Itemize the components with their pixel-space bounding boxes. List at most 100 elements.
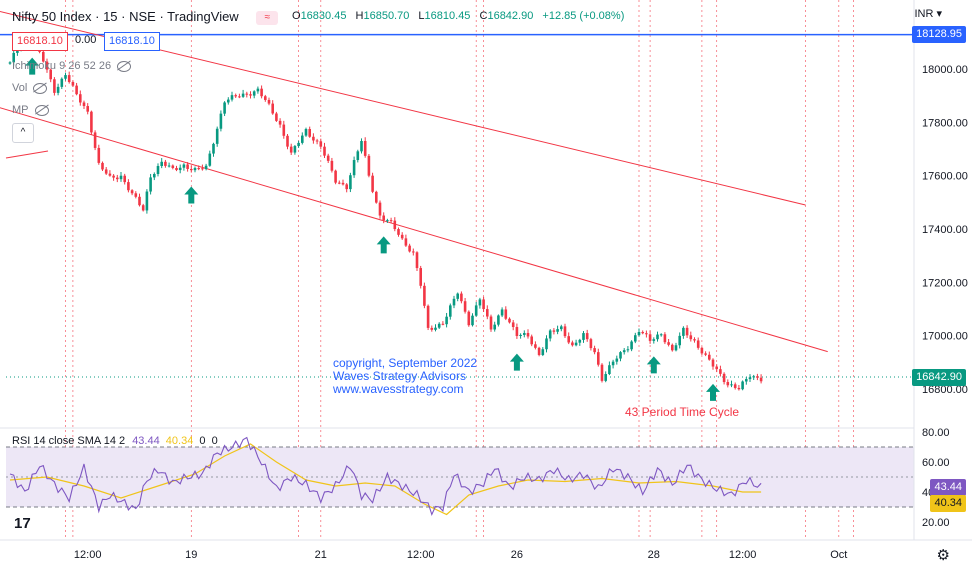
- candle-body: [197, 168, 200, 170]
- candle-body: [412, 251, 415, 253]
- candle-body: [86, 106, 89, 112]
- candle-body: [112, 175, 115, 178]
- candle-body: [116, 177, 119, 180]
- candle-body: [486, 309, 489, 317]
- candle-body: [193, 168, 197, 171]
- candle-body: [241, 93, 245, 97]
- candle-body: [219, 113, 223, 129]
- candle-body: [245, 93, 249, 95]
- candle-body: [82, 102, 86, 107]
- candle-body: [552, 330, 556, 332]
- candle-body: [719, 369, 722, 374]
- candle-body: [71, 82, 75, 86]
- candle-body: [511, 322, 515, 328]
- candle-body: [286, 135, 289, 147]
- company-text: Waves Strategy Advisors: [333, 369, 466, 383]
- vol-indicator[interactable]: Vol: [12, 82, 48, 94]
- candle-body: [441, 323, 445, 325]
- candle-body: [323, 146, 326, 156]
- hide-eye-icon[interactable]: [34, 104, 49, 116]
- candle-body: [537, 347, 541, 355]
- candle-body: [404, 238, 408, 246]
- ohlc-readout: O16830.45 H16850.70 L16810.45 C16842.90 …: [292, 10, 625, 22]
- currency-label[interactable]: INR ▾: [914, 8, 942, 20]
- candle-body: [752, 376, 755, 378]
- collapse-indicators-button[interactable]: ^: [12, 123, 34, 143]
- symbol-name[interactable]: Nifty 50 Index: [12, 9, 92, 24]
- cycle-arrow: [706, 383, 720, 401]
- time-tick-label: Oct: [830, 549, 847, 561]
- candle-body: [134, 193, 138, 197]
- candle-body: [493, 324, 496, 330]
- price-tick-label: 17200.00: [922, 277, 968, 289]
- candle-body: [138, 196, 141, 206]
- candle-body: [223, 102, 226, 114]
- candle-body: [437, 323, 441, 328]
- candle-body: [523, 333, 526, 335]
- market-status-icon[interactable]: ≈: [256, 10, 279, 25]
- candle-body: [330, 160, 334, 171]
- hide-eye-icon[interactable]: [33, 82, 48, 94]
- candle-body: [60, 78, 64, 87]
- rsi-legend[interactable]: RSI 14 close SMA 14 2 43.44 40.34 0 0: [12, 435, 218, 447]
- candle-body: [160, 161, 163, 167]
- candle-body: [471, 315, 474, 326]
- candle-body: [234, 95, 237, 97]
- hide-eye-icon[interactable]: [117, 60, 132, 72]
- candle-body: [759, 377, 763, 382]
- candle-body: [408, 245, 411, 252]
- price-tick-label: 18000.00: [922, 64, 968, 76]
- candle-body: [371, 175, 374, 192]
- candle-body: [252, 91, 256, 96]
- cycle-arrow: [509, 353, 524, 371]
- candle-body: [571, 342, 574, 346]
- buy-price-button[interactable]: 16818.10: [104, 32, 160, 51]
- candle-body: [334, 170, 337, 183]
- ichimoku-indicator[interactable]: Ichimoku 9 26 52 26: [12, 60, 132, 72]
- last-price-tag: 16842.90: [912, 369, 966, 386]
- chart-title: Nifty 50 Index · 15 · NSE · TradingView …: [12, 9, 279, 25]
- price-tick-label: 17000.00: [922, 331, 968, 343]
- candle-body: [741, 381, 744, 390]
- gear-icon[interactable]: ⚙: [936, 547, 950, 564]
- candle-body: [545, 338, 548, 350]
- sell-price-button[interactable]: 16818.10: [12, 32, 68, 51]
- candle-body: [615, 358, 619, 362]
- candle-body: [164, 161, 167, 166]
- mp-indicator[interactable]: MP: [12, 104, 49, 116]
- interval[interactable]: 15: [103, 9, 118, 24]
- candle-body: [338, 182, 341, 184]
- candle-body: [608, 365, 611, 375]
- rsi-tick-label: 20.00: [922, 517, 950, 529]
- candle-body: [386, 220, 389, 222]
- source: TradingView: [167, 9, 239, 24]
- candle-body: [282, 124, 286, 136]
- candle-body: [456, 293, 459, 299]
- candle-body: [430, 327, 434, 330]
- candle-body: [397, 229, 400, 235]
- candle-body: [593, 348, 596, 353]
- candle-body: [45, 61, 49, 70]
- tradingview-logo[interactable]: 17: [14, 515, 31, 532]
- candle-body: [215, 128, 219, 144]
- candle-body: [238, 96, 241, 98]
- candle-body: [460, 293, 463, 302]
- chevron-down-icon: ▾: [936, 8, 942, 20]
- candle-body: [582, 333, 585, 340]
- candle-body: [278, 120, 282, 125]
- candle-body: [415, 252, 419, 269]
- candle-body: [104, 169, 108, 174]
- candle-body: [737, 387, 741, 390]
- candle-body: [64, 75, 67, 79]
- candle-body: [400, 234, 404, 239]
- candle-body: [127, 182, 130, 191]
- candle-body: [275, 113, 278, 121]
- candle-body: [567, 336, 570, 343]
- spread-value: 0.00: [75, 34, 97, 46]
- candle-body: [308, 129, 311, 137]
- time-tick-label: 12:00: [407, 549, 435, 561]
- candle-body: [726, 382, 730, 386]
- candle-body: [560, 326, 563, 330]
